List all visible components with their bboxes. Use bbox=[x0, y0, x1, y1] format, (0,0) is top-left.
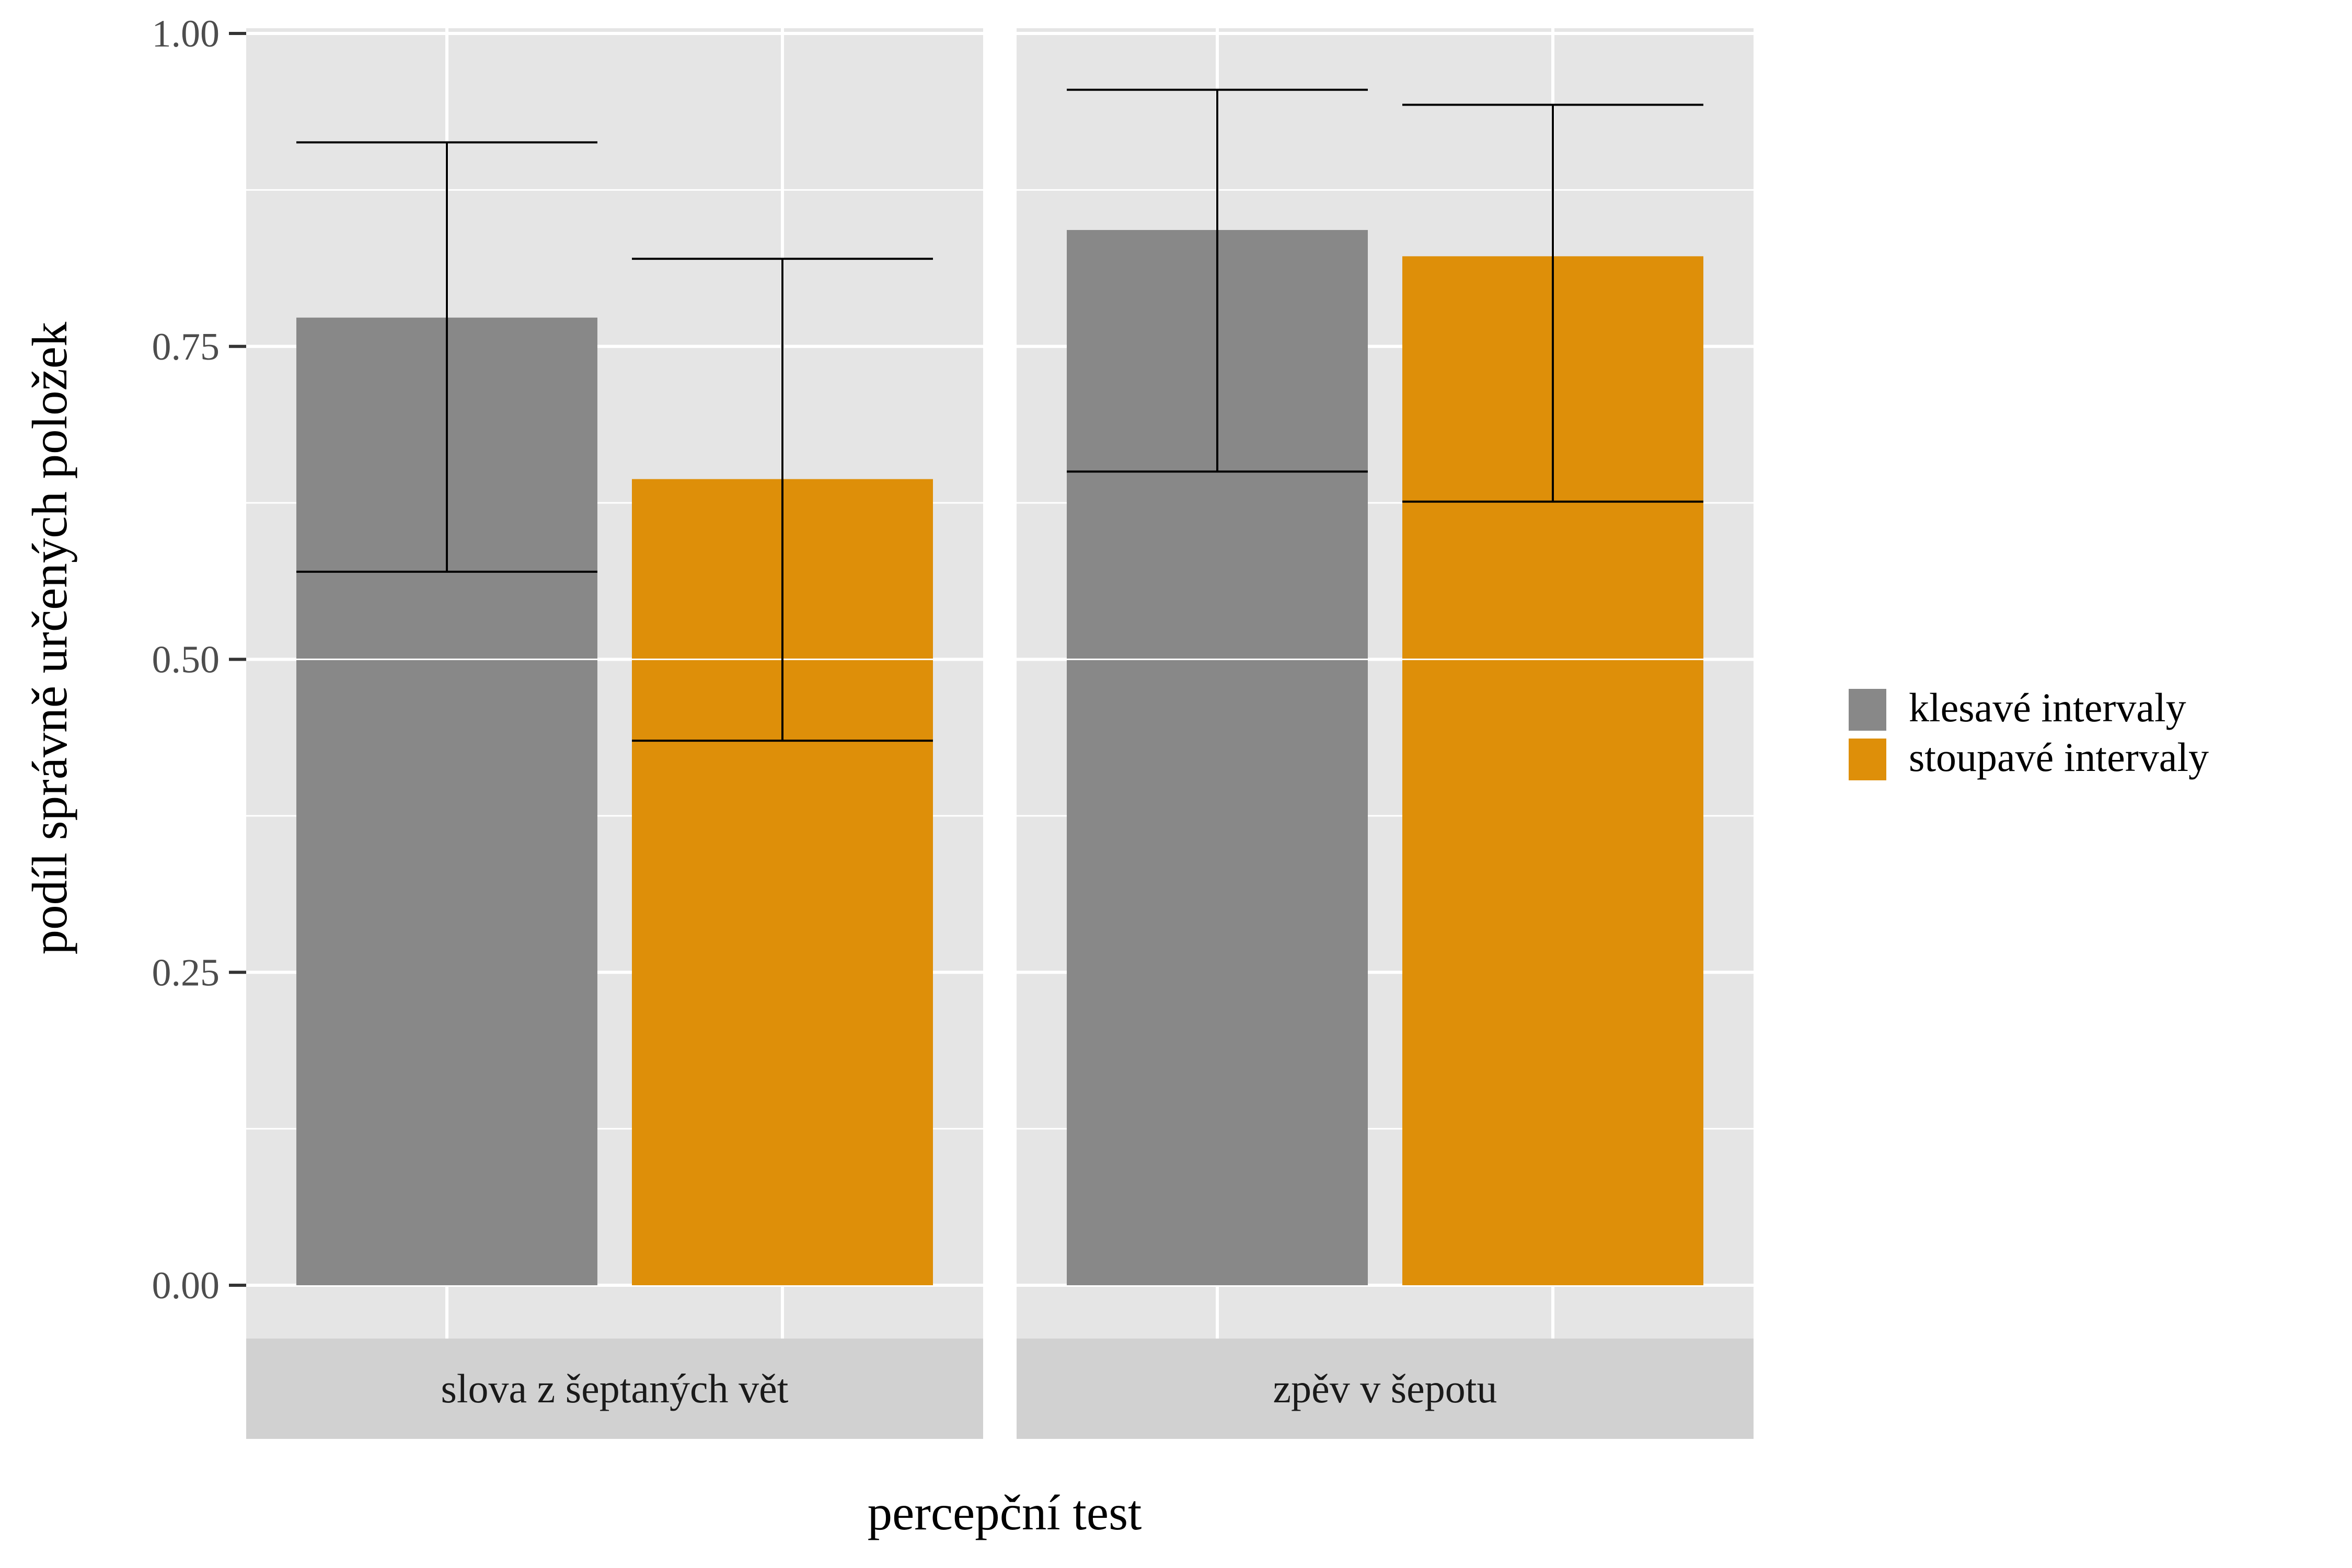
y-axis-title: podíl správně určených položek bbox=[22, 321, 77, 954]
y-tick-label: 0.00 bbox=[152, 1264, 220, 1307]
facet-strip-label: zpěv v šepotu bbox=[1273, 1366, 1497, 1411]
facet-strip bbox=[1017, 1339, 1754, 1439]
facet-panel: slova z šeptaných vět bbox=[246, 28, 983, 1439]
panels-layer: slova z šeptaných vět zpěv v šepotu bbox=[246, 28, 1754, 1439]
error-bar bbox=[632, 258, 933, 742]
error-bar bbox=[1067, 88, 1368, 473]
legend-label: stoupavé intervaly bbox=[1909, 734, 2209, 780]
legend-swatch bbox=[1849, 689, 1886, 731]
x-axis-title: percepční test bbox=[868, 1485, 1142, 1540]
y-tick-label: 0.50 bbox=[152, 639, 220, 682]
error-bar bbox=[1402, 103, 1703, 503]
y-tick-label: 0.25 bbox=[152, 951, 220, 994]
facet-strip-label: slova z šeptaných vět bbox=[441, 1366, 789, 1411]
legend-swatch bbox=[1849, 739, 1886, 780]
y-axis-layer: 0.00 0.25 0.50 0.75 1.00 bbox=[152, 13, 246, 1307]
legend-label: klesavé intervaly bbox=[1909, 685, 2186, 730]
y-tick-label: 1.00 bbox=[152, 13, 220, 55]
facet-panel: zpěv v šepotu bbox=[1017, 28, 1754, 1439]
facet-strip bbox=[246, 1339, 983, 1439]
error-bar bbox=[296, 141, 597, 573]
y-tick-label: 0.75 bbox=[152, 326, 220, 368]
